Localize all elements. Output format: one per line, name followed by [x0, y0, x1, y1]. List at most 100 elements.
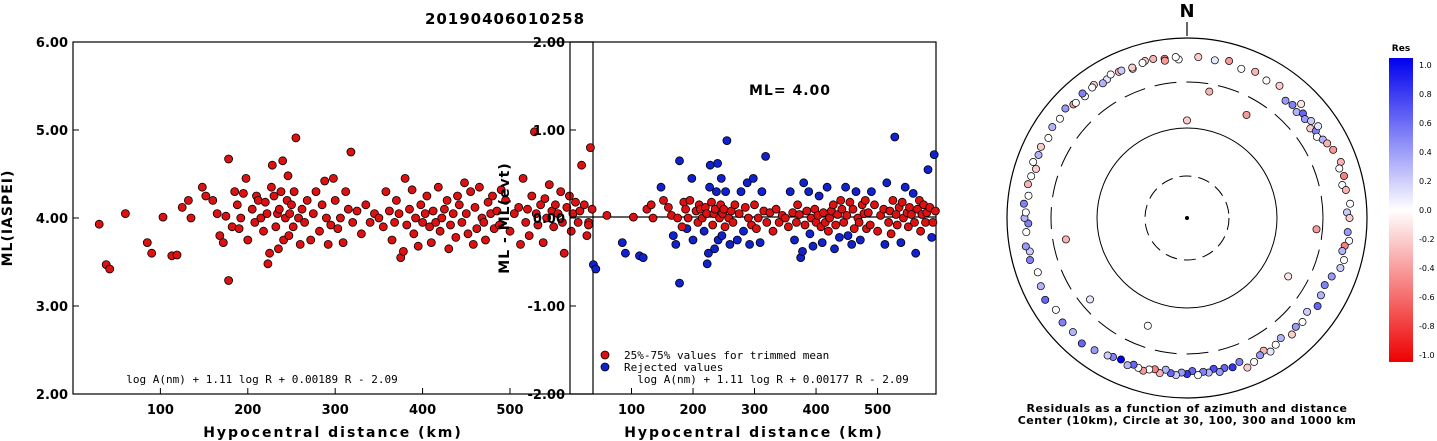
station-magnitude-point	[524, 231, 534, 241]
station-magnitude-point	[400, 173, 410, 183]
plot2-formula: log A(nm) + 1.11 log R + 0.00177 R - 2.0…	[637, 373, 909, 386]
rejected-residual-point	[712, 187, 721, 197]
station-magnitude-point	[433, 182, 443, 192]
station-residual-point	[1068, 328, 1077, 337]
station-residual-point	[1345, 236, 1354, 245]
station-residual-point	[1128, 63, 1137, 72]
rejected-residual-point	[929, 150, 939, 160]
station-residual-point	[1316, 291, 1325, 300]
station-magnitude-point	[224, 276, 234, 285]
colorbar-tick-label: 1.0	[1419, 61, 1432, 70]
station-magnitude-point	[437, 213, 447, 223]
trimmed-residual-point	[673, 213, 682, 223]
trimmed-residual-point	[848, 204, 858, 214]
y-tick-label: -1.00	[528, 300, 565, 315]
ring-300km	[1050, 81, 1324, 355]
station-residual-point	[1243, 363, 1252, 372]
y-tick-label: 5.00	[36, 124, 68, 139]
station-residual-point	[1314, 122, 1323, 131]
y-tick-label: 2.00	[533, 36, 565, 51]
station-magnitude-point	[263, 259, 273, 269]
trimmed-residual-point	[837, 204, 847, 214]
azimuth-residual-polar-plot: N Residuals as a function of azimuth and…	[1006, 1, 1368, 427]
station-magnitude-point	[224, 154, 234, 164]
rejected-residual-point	[702, 259, 712, 269]
rejected-residual-point	[851, 187, 861, 197]
plot2-x-axis-label: Hypocentral distance (km)	[624, 425, 884, 441]
trimmed-residual-point	[728, 217, 738, 227]
station-residual-point	[1287, 330, 1296, 339]
station-residual-point	[1256, 351, 1264, 360]
station-magnitude-point	[335, 213, 345, 223]
station-magnitude-point	[274, 204, 284, 214]
station-residual-point	[1123, 361, 1132, 370]
station-magnitude-point	[505, 226, 515, 236]
station-magnitude-point	[407, 185, 417, 195]
station-magnitude-point	[221, 211, 231, 221]
station-residual-point	[1275, 81, 1284, 90]
station-magnitude-point	[260, 197, 270, 207]
station-magnitude-point	[559, 248, 569, 258]
station-residual-point	[1041, 295, 1050, 304]
station-residual-point	[1160, 56, 1169, 65]
rejected-residual-point	[785, 187, 795, 197]
station-magnitude-point	[243, 235, 253, 245]
station-magnitude-point	[587, 204, 597, 214]
trimmed-residual-point	[860, 195, 870, 205]
station-magnitude-point	[291, 133, 301, 143]
rejected-residual-point	[621, 248, 630, 258]
station-magnitude-point	[121, 209, 130, 219]
station-residual-point	[1088, 83, 1097, 92]
station-residual-point	[1098, 79, 1107, 88]
trimmed-residual-point	[897, 197, 907, 207]
station-residual-point	[1320, 281, 1329, 290]
station-magnitude-point	[553, 209, 563, 219]
trimmed-residual-point	[719, 204, 729, 214]
trimmed-residual-point	[928, 217, 938, 227]
trimmed-residual-point	[824, 226, 833, 236]
station-magnitude-point	[320, 176, 330, 186]
station-residual-point	[1225, 57, 1234, 65]
trimmed-residual-point	[768, 226, 778, 236]
y-tick-label: -2.00	[528, 388, 565, 403]
station-magnitude-point	[483, 197, 493, 207]
station-residual-point	[1327, 272, 1336, 281]
station-magnitude-point	[287, 200, 296, 210]
station-magnitude-point	[147, 248, 157, 258]
station-magnitude-point	[374, 213, 384, 223]
rejected-residual-point	[805, 229, 815, 239]
station-magnitude-point	[256, 213, 266, 223]
trimmed-residual-point	[884, 217, 893, 227]
station-magnitude-point	[398, 246, 408, 256]
station-residual-point	[1029, 158, 1038, 166]
trimmed-residual-point	[762, 217, 772, 227]
rejected-residual-point	[705, 182, 714, 192]
plot1-frame	[72, 41, 594, 395]
rejected-residual-point	[847, 239, 857, 249]
station-residual-point	[1343, 228, 1352, 237]
station-residual-point	[1061, 104, 1070, 113]
station-residual-point	[1340, 171, 1348, 180]
station-residual-point	[1338, 247, 1347, 255]
trimmed-residual-point	[921, 217, 930, 227]
colorbar-tick-label: 0.8	[1419, 90, 1432, 99]
rejected-residual-point	[721, 187, 730, 197]
station-residual-point	[1210, 56, 1219, 65]
station-magnitude-point	[241, 173, 251, 183]
station-magnitude-point	[236, 213, 246, 223]
station-residual-point	[1019, 199, 1028, 208]
trimmed-residual-point	[720, 222, 730, 232]
station-magnitude-point	[531, 209, 541, 219]
station-magnitude-point	[361, 200, 371, 210]
station-residual-point	[1266, 347, 1275, 356]
rejected-residual-point	[656, 182, 666, 192]
rejected-residual-point	[808, 241, 818, 251]
station-residual-point	[1021, 208, 1030, 217]
station-magnitude-point	[556, 187, 566, 197]
station-magnitude-point	[577, 160, 586, 170]
station-magnitude-point	[425, 222, 435, 232]
plot2-y-axis-label: ML - ML(evt)	[497, 162, 513, 273]
rejected-residual-point	[710, 244, 719, 254]
rejected-residual-point	[687, 173, 697, 183]
station-magnitude-point	[333, 224, 343, 234]
